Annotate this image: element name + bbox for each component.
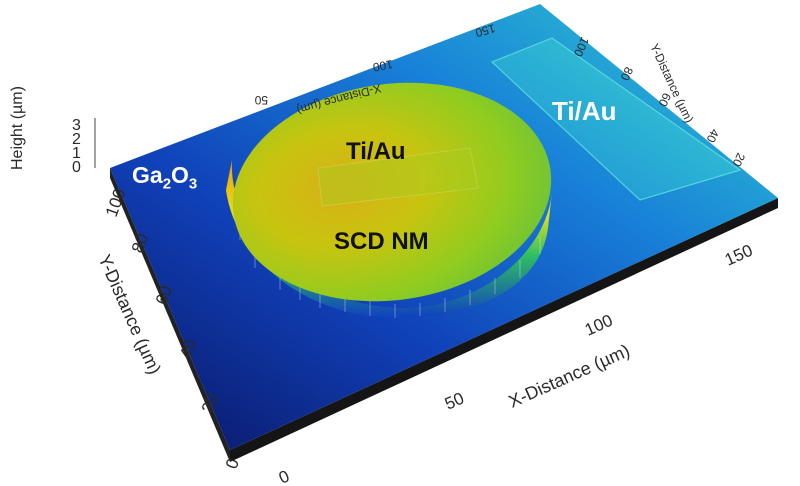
- z-tick: 2: [72, 131, 81, 148]
- z-axis-label: Height (µm): [9, 86, 26, 170]
- z-tick: 0: [72, 159, 81, 176]
- membrane-top: [232, 82, 552, 302]
- back-y-tick: 20: [730, 151, 748, 169]
- back-x-tick: 100: [371, 57, 393, 74]
- x-tick: 150: [722, 241, 756, 270]
- substrate-front-wall: [230, 198, 778, 462]
- z-axis: 3 2 1 0 Height (µm): [9, 86, 96, 176]
- back-x-tick: 50: [254, 93, 268, 107]
- x-axis-label: X-Distance (µm): [505, 340, 632, 411]
- back-y-tick: 80: [618, 65, 636, 83]
- back-x-tick: 150: [474, 21, 497, 40]
- x-tick: 100: [582, 311, 616, 340]
- x-tick: 0: [276, 466, 292, 486]
- substrate-label: Ga2O3: [132, 162, 198, 193]
- substrate-left-wall: [110, 168, 230, 462]
- back-y-tick: 40: [704, 127, 722, 145]
- x-tick: 50: [442, 389, 467, 414]
- right-contact-pad: [490, 37, 742, 201]
- z-tick: 3: [72, 117, 81, 134]
- pad-contact-label: Ti/Au: [552, 96, 617, 126]
- back-y-tick: 60: [656, 91, 674, 109]
- membrane-label: SCD NM: [334, 228, 429, 255]
- membrane-contact-strip: [317, 147, 479, 207]
- z-tick: 1: [72, 145, 81, 162]
- membrane-contact-label: Ti/Au: [346, 138, 406, 165]
